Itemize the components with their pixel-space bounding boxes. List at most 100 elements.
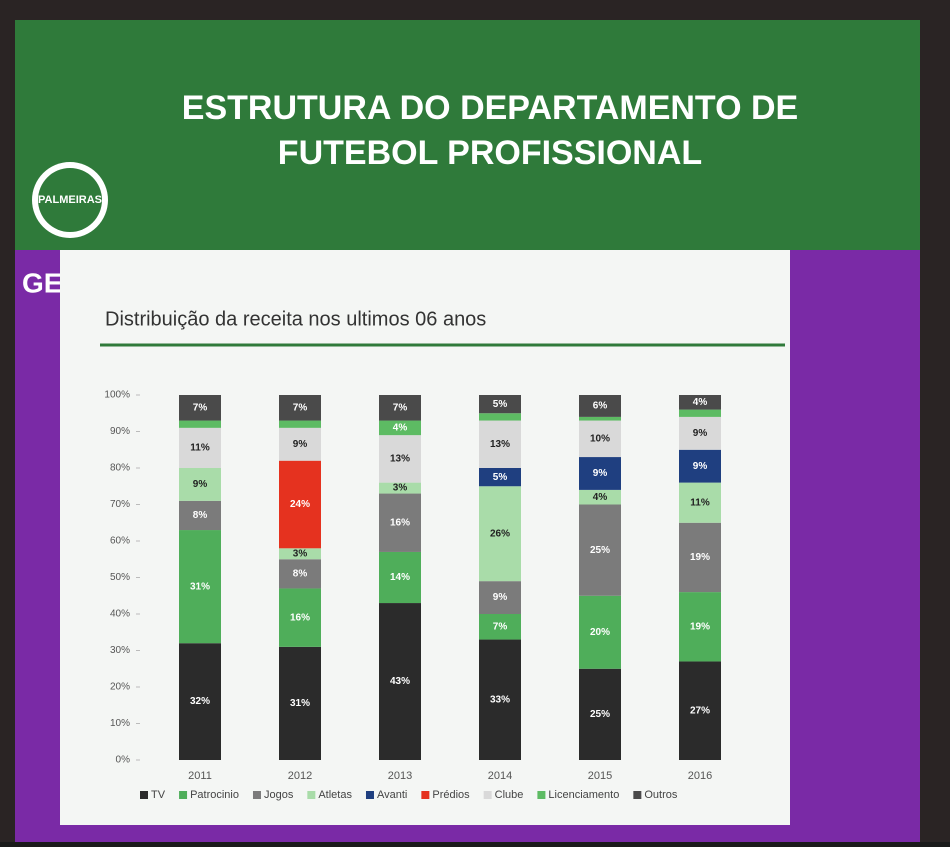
legend-swatch	[140, 791, 148, 799]
legend-label: Prédios	[432, 789, 470, 801]
data-label: 19%	[690, 552, 710, 563]
data-label: 3%	[393, 483, 408, 494]
bar-segment	[679, 449, 721, 483]
y-tick-label: 40%	[110, 609, 130, 620]
data-label: 24%	[290, 499, 310, 510]
data-label: 9%	[693, 428, 708, 439]
legend-swatch	[179, 791, 188, 799]
data-label: 9%	[293, 439, 308, 450]
slide-title: ESTRUTURA DO DEPARTAMENTO DE	[182, 89, 798, 127]
data-label: 25%	[590, 545, 610, 556]
bar-segment	[279, 548, 321, 560]
bar-segment	[179, 643, 221, 760]
chart-title: Distribuição da receita nos ultimos 06 a…	[105, 308, 486, 330]
bar-segment	[379, 435, 421, 483]
bar-segment	[279, 427, 321, 461]
legend-label: Clube	[495, 789, 524, 801]
bar-segment	[479, 395, 521, 414]
y-tick-label: 70%	[110, 499, 130, 510]
bar-segment	[579, 395, 621, 417]
bar-segment	[679, 522, 721, 593]
data-label: 13%	[390, 454, 410, 465]
bar-segment	[179, 395, 221, 421]
data-label: 7%	[493, 621, 508, 632]
data-label: 4%	[593, 492, 608, 503]
bar-segment	[579, 595, 621, 669]
data-label: 9%	[193, 479, 208, 490]
bar-segment	[579, 504, 621, 596]
legend-label: Avanti	[377, 789, 407, 801]
legend-swatch	[537, 791, 546, 799]
bar-segment	[179, 468, 221, 501]
data-label: 10%	[590, 433, 610, 444]
bar-segment	[479, 413, 521, 421]
data-label: 16%	[290, 612, 310, 623]
x-tick-label: 2014	[488, 770, 512, 782]
data-label: 4%	[693, 397, 708, 408]
legend-swatch	[483, 791, 492, 799]
data-label: 20%	[590, 627, 610, 638]
bar-segment	[479, 420, 521, 468]
bar-segment	[379, 551, 421, 604]
bar-segment	[679, 395, 721, 410]
data-label: 11%	[190, 443, 210, 454]
bar-segment	[379, 395, 421, 421]
data-label: 25%	[590, 709, 610, 720]
y-tick-label: 90%	[110, 426, 130, 437]
data-label: 6%	[593, 401, 608, 412]
x-tick-label: 2016	[688, 770, 712, 782]
data-label: 19%	[690, 621, 710, 632]
legend-swatch	[365, 791, 374, 799]
data-label: 5%	[493, 472, 508, 483]
legend-label: Licenciamento	[548, 789, 619, 801]
bar-segment	[579, 416, 621, 421]
y-tick-label: 50%	[110, 572, 130, 583]
data-label: 33%	[490, 694, 510, 705]
legend-label: Outros	[644, 789, 678, 801]
bar-segment	[179, 500, 221, 531]
y-tick-label: 20%	[110, 682, 130, 693]
legend-label: Atletas	[318, 789, 352, 801]
legend-swatch	[633, 791, 642, 799]
bar-segment	[579, 457, 621, 490]
bar-segment	[379, 482, 421, 494]
bar-segment	[279, 646, 321, 760]
y-tick-label: 80%	[110, 463, 130, 474]
legend-label: Patrocinio	[190, 789, 239, 801]
data-label: 7%	[393, 402, 408, 413]
x-tick-label: 2011	[188, 770, 212, 782]
bar-segment	[379, 420, 421, 436]
x-tick-label: 2015	[588, 770, 612, 782]
bar-segment	[579, 668, 621, 760]
data-label: 5%	[493, 399, 508, 410]
legend-label: Jogos	[264, 789, 294, 801]
bar-segment	[579, 420, 621, 458]
bar-segment	[579, 489, 621, 505]
data-label: 31%	[190, 581, 210, 592]
data-label: 3%	[293, 548, 308, 559]
legend-swatch	[307, 791, 316, 799]
data-label: 16%	[390, 517, 410, 528]
data-label: 11%	[690, 497, 710, 508]
bar-segment	[379, 493, 421, 552]
data-label: 27%	[690, 705, 710, 716]
logo-inner	[38, 168, 102, 232]
data-label: 13%	[490, 439, 510, 450]
legend-swatch	[252, 791, 261, 799]
y-tick-label: 60%	[110, 536, 130, 547]
y-tick-label: 100%	[104, 390, 130, 401]
bar-segment	[179, 420, 221, 428]
data-label: 9%	[493, 592, 508, 603]
bar-segment	[279, 460, 321, 549]
y-tick-label: 30%	[110, 645, 130, 656]
logo-text: PALMEIRAS	[38, 194, 102, 206]
data-label: 7%	[193, 402, 208, 413]
data-label: 31%	[290, 698, 310, 709]
data-label: 32%	[190, 696, 210, 707]
y-tick-label: 10%	[110, 718, 130, 729]
bar-segment	[279, 395, 321, 421]
bar-segment	[279, 420, 321, 428]
bar-segment	[679, 661, 721, 760]
bar-segment	[679, 409, 721, 417]
